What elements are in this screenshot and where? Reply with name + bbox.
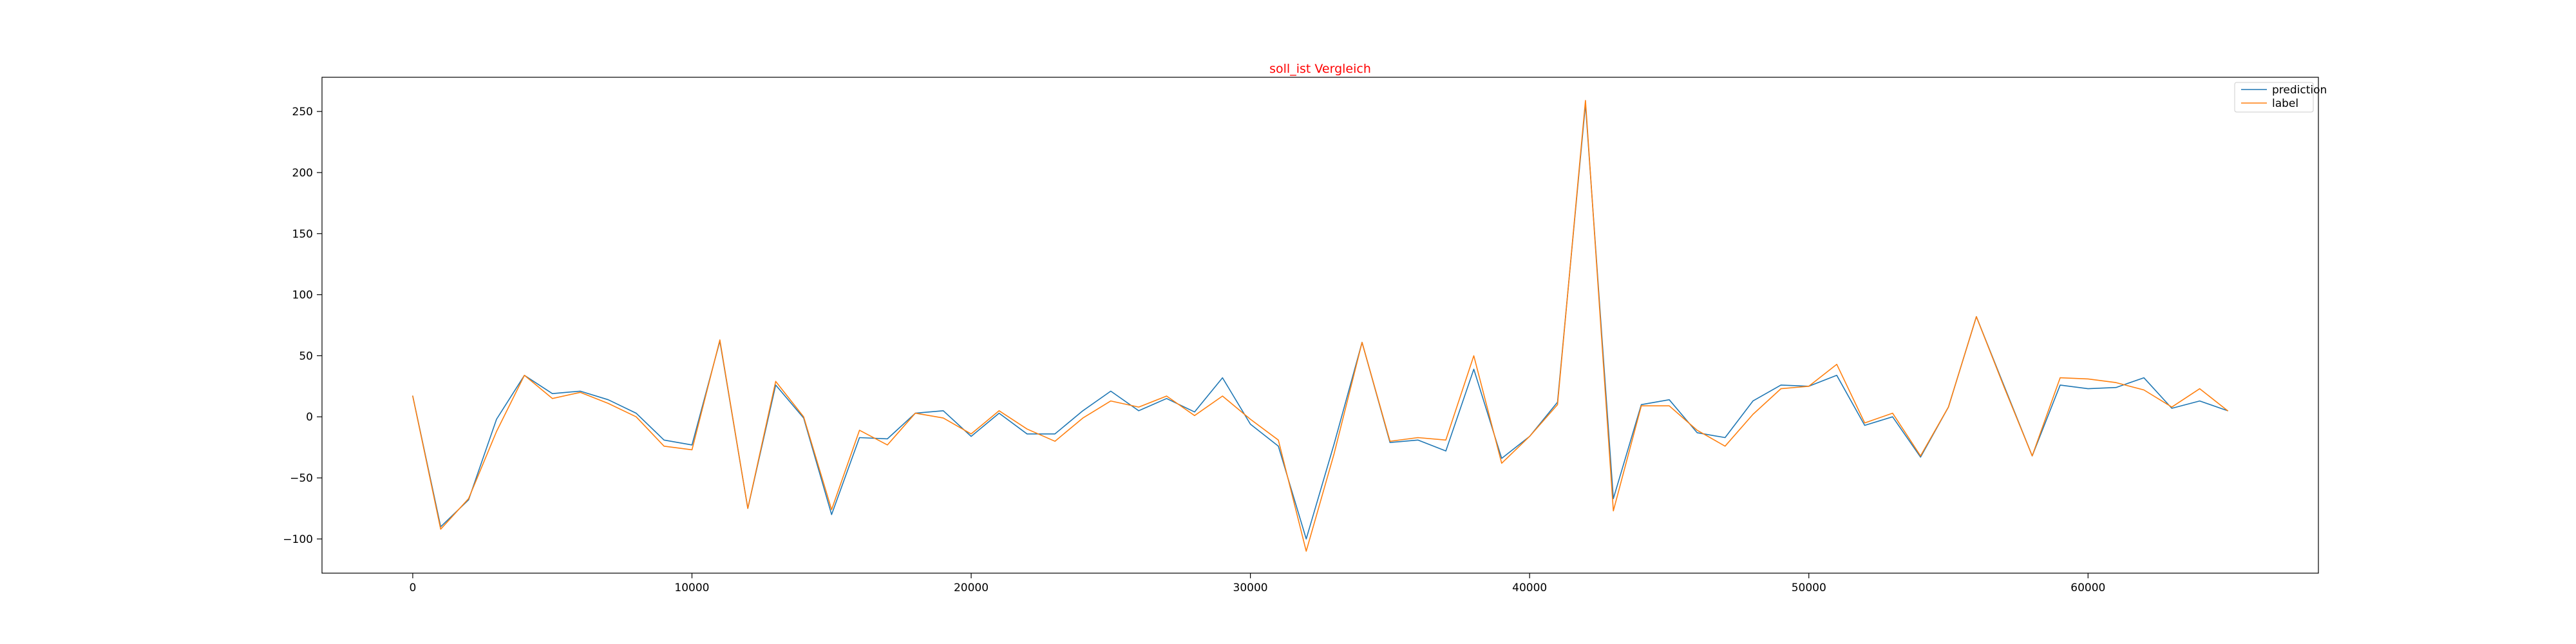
series-line-label	[412, 100, 2228, 552]
chart-title: soll_ist Vergleich	[1269, 62, 1371, 76]
axis-ticks: 0 10000 20000 30000 40000 50000 60000 −100 −50 0 5…	[283, 106, 2105, 594]
y-tick-label: −100	[283, 533, 313, 546]
x-tick-label: 0	[409, 582, 416, 594]
y-tick-label: 200	[292, 167, 313, 180]
legend-label-prediction: prediction	[2272, 84, 2327, 97]
y-tick-label: 100	[292, 289, 313, 302]
y-tick-label: −50	[290, 472, 313, 485]
x-tick-label: 10000	[674, 582, 709, 594]
x-tick-label: 40000	[1512, 582, 1547, 594]
x-tick-label: 50000	[1792, 582, 1826, 594]
plot-area-frame	[321, 77, 2319, 574]
y-tick-label: 0	[306, 411, 313, 424]
x-tick-label: 60000	[2070, 582, 2105, 594]
legend-label-label: label	[2272, 97, 2298, 110]
x-tick-label: 20000	[954, 582, 989, 594]
y-tick-label: 50	[299, 350, 313, 363]
series-lines	[412, 100, 2228, 552]
y-tick-label: 250	[292, 106, 313, 118]
y-tick-label: 150	[292, 228, 313, 241]
x-tick-label: 30000	[1233, 582, 1268, 594]
